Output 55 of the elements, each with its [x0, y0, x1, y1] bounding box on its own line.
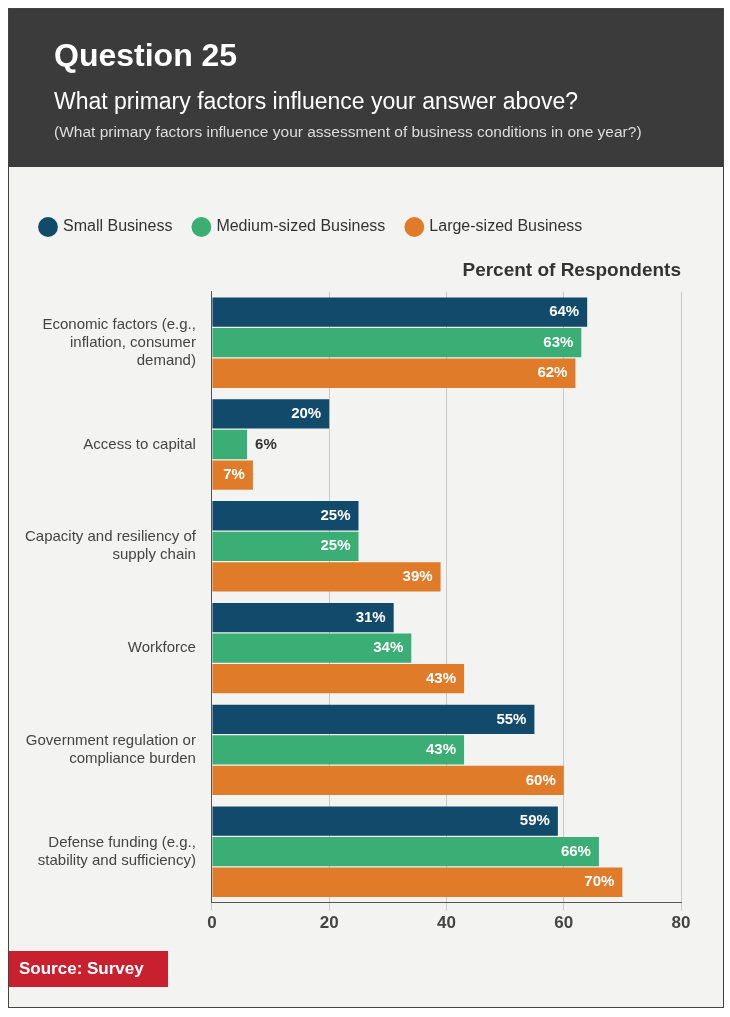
bar: [212, 562, 441, 592]
text: (What primary factors influence your assessment of business conditions in one year?): [54, 123, 643, 141]
y-tick-label: Workforce: [127, 638, 196, 656]
y-tick-label: Capacity and resiliency of supply chain: [25, 527, 197, 563]
bar: [212, 531, 359, 561]
text: 25%: [320, 505, 351, 523]
text: 60%: [525, 770, 556, 788]
x-tick-label: 60: [554, 913, 574, 933]
text: 43%: [426, 668, 457, 686]
bar: [212, 297, 588, 327]
chart-title: Question 25: [54, 37, 239, 74]
y-tick-label: Government regulation or compliance burden: [25, 731, 196, 767]
x-tick-label: 40: [437, 913, 456, 933]
text: 34%: [373, 638, 404, 656]
bar: [212, 704, 535, 735]
text: 59%: [519, 811, 550, 829]
bar: [212, 806, 558, 836]
y-tick-label: Access to capital: [83, 434, 196, 452]
text: 63%: [543, 332, 574, 350]
bar: [212, 460, 253, 490]
x-axis-title: Percent of Respondents: [462, 258, 681, 280]
bar: [212, 358, 576, 388]
x-tick-label: 80: [671, 913, 691, 933]
text: 55%: [496, 709, 527, 727]
text: 43%: [426, 740, 457, 758]
text: 25%: [320, 536, 351, 554]
legend-label: Medium-sized Business: [216, 217, 386, 235]
text: 20%: [291, 404, 322, 422]
chart-subtitle: What primary factors influence your answer above?: [54, 88, 580, 115]
legend-label: Large-sized Business: [429, 217, 583, 235]
text: 70%: [584, 872, 615, 890]
x-tick-label: 20: [319, 913, 339, 933]
text: 7%: [223, 465, 245, 483]
bar: [212, 837, 599, 867]
text: 64%: [549, 302, 580, 320]
text: 66%: [560, 841, 591, 859]
text: 6%: [255, 434, 277, 452]
legend-label: Small Business: [63, 217, 173, 235]
text: 39%: [402, 566, 433, 584]
bar: [212, 735, 465, 765]
bar: [212, 867, 623, 897]
bar: [212, 663, 465, 694]
bar: [212, 501, 359, 531]
text: 62%: [537, 363, 568, 381]
bar: [212, 602, 394, 633]
bar: [212, 765, 564, 796]
bar: [212, 328, 582, 358]
x-tick-label: 0: [207, 913, 217, 933]
y-tick-label: Economic factors (e.g., inflation, consumer demand): [42, 314, 196, 368]
bar: [212, 399, 330, 429]
source-note: Source: Survey: [9, 951, 168, 987]
bar: [212, 633, 412, 663]
y-tick-label: Defense funding (e.g., stability and sufficiency): [37, 832, 196, 868]
bar: [212, 429, 248, 460]
text: 31%: [355, 607, 386, 625]
